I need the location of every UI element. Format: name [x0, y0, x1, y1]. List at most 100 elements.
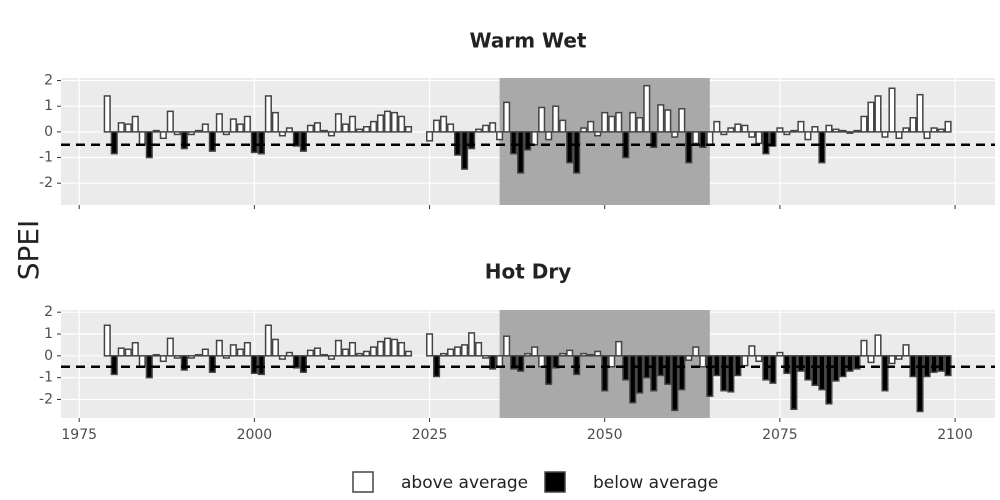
bar	[117, 347, 125, 357]
bar	[769, 131, 777, 147]
bar	[489, 122, 497, 133]
bar	[215, 113, 223, 133]
bar	[152, 353, 160, 357]
bar	[313, 122, 321, 133]
bar	[818, 355, 826, 391]
bar	[236, 348, 244, 357]
bar	[517, 131, 525, 174]
bar	[615, 111, 623, 133]
bar	[292, 131, 300, 147]
bar	[706, 131, 714, 146]
bar	[376, 340, 385, 357]
bar	[229, 344, 237, 357]
y-tick-label: -2	[39, 391, 53, 407]
bar	[440, 115, 448, 133]
bar	[664, 355, 672, 385]
bar	[552, 355, 560, 369]
bar	[271, 338, 279, 357]
bar	[601, 355, 609, 392]
bar	[797, 355, 805, 372]
bar	[250, 131, 258, 154]
bar	[397, 341, 406, 357]
y-tick-label: 2	[44, 73, 53, 89]
bar	[601, 111, 609, 133]
bar	[531, 131, 539, 146]
bar	[825, 355, 833, 405]
bar	[559, 119, 567, 133]
bar	[720, 131, 728, 136]
bar	[811, 125, 819, 133]
bar	[257, 131, 265, 155]
bar	[650, 131, 658, 149]
bar	[222, 131, 230, 136]
bar	[762, 131, 770, 155]
bar	[404, 350, 413, 357]
bar	[222, 355, 230, 359]
bar	[131, 341, 139, 357]
bar	[390, 111, 399, 133]
bar	[902, 344, 910, 357]
y-tick-label: 0	[44, 124, 53, 140]
bar	[832, 355, 840, 382]
bar	[103, 324, 111, 357]
bar	[937, 128, 945, 133]
bar	[468, 332, 476, 357]
bar	[510, 131, 518, 155]
bar	[110, 131, 118, 155]
y-tick-label: 1	[44, 98, 53, 114]
bar	[874, 334, 882, 357]
bar	[566, 349, 574, 357]
bar	[503, 101, 511, 133]
bar	[334, 339, 343, 357]
bar	[461, 344, 469, 357]
bar	[257, 355, 265, 376]
bar	[629, 111, 637, 133]
bar	[853, 355, 861, 370]
bar	[475, 341, 483, 357]
bar	[524, 352, 532, 357]
bar	[930, 355, 938, 373]
bar	[790, 355, 798, 411]
bar	[895, 131, 903, 140]
bar	[881, 131, 889, 138]
bar	[916, 355, 924, 413]
bar	[692, 131, 700, 145]
bar	[545, 355, 553, 385]
bar	[783, 131, 791, 136]
bar	[404, 125, 413, 133]
bar	[769, 355, 777, 384]
y-tick-label: 1	[44, 326, 53, 342]
bar	[587, 353, 595, 357]
bar	[173, 355, 181, 359]
x-tick-label: 2025	[412, 427, 448, 443]
x-tick-label: 2000	[237, 427, 273, 443]
bar	[306, 124, 314, 133]
bar	[475, 128, 483, 133]
bar	[454, 131, 462, 156]
bar	[524, 131, 532, 151]
bar	[320, 353, 329, 357]
bar	[643, 84, 651, 133]
bar	[482, 124, 490, 133]
bar	[839, 129, 847, 133]
bar	[783, 355, 791, 375]
bar	[468, 131, 476, 150]
bar	[727, 355, 735, 393]
bar	[362, 125, 371, 133]
bar	[804, 131, 812, 141]
bar	[755, 131, 763, 145]
bar	[657, 104, 665, 133]
bar	[341, 348, 350, 357]
bar	[538, 106, 546, 133]
bar	[881, 355, 889, 392]
bar	[580, 352, 588, 357]
bar	[440, 352, 448, 357]
bar	[243, 115, 251, 133]
bar	[159, 355, 167, 363]
bar	[874, 95, 882, 133]
bar	[173, 131, 181, 136]
bar	[278, 355, 286, 360]
legend-label: above average	[401, 473, 528, 493]
bar	[678, 108, 686, 133]
